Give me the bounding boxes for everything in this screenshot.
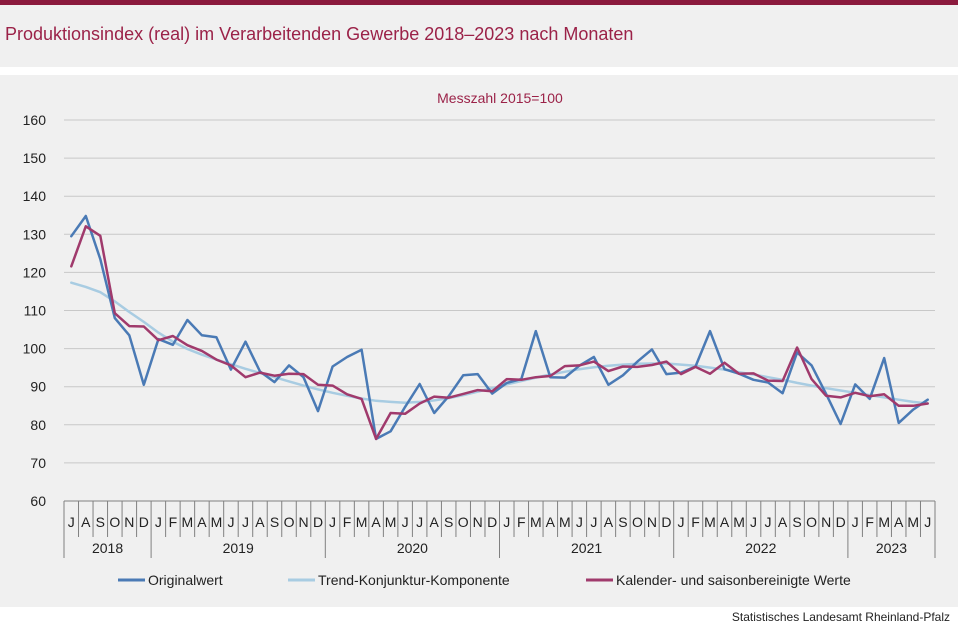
month-label: D	[313, 514, 323, 530]
month-label: A	[430, 514, 440, 530]
year-label: 2020	[397, 540, 428, 556]
chart-title: Messzahl 2015=100	[437, 90, 563, 106]
month-label: J	[503, 514, 510, 530]
year-label: 2022	[745, 540, 776, 556]
y-tick-label: 90	[30, 379, 46, 395]
month-label: J	[852, 514, 859, 530]
y-tick-label: 110	[24, 303, 47, 319]
month-label: S	[618, 514, 627, 530]
month-label: J	[402, 514, 409, 530]
y-tick-label: 80	[30, 417, 46, 433]
month-label: F	[169, 514, 178, 530]
month-label: M	[356, 514, 368, 530]
month-label: A	[546, 514, 556, 530]
month-label: A	[604, 514, 614, 530]
month-label: A	[371, 514, 381, 530]
legend-label: Trend-Konjunktur-Komponente	[318, 572, 510, 588]
y-tick-label: 140	[23, 188, 47, 204]
month-label: S	[270, 514, 279, 530]
month-label: F	[517, 514, 526, 530]
y-tick-label: 100	[23, 341, 47, 357]
month-label: D	[836, 514, 846, 530]
year-label: 2019	[223, 540, 254, 556]
month-label: J	[68, 514, 75, 530]
month-label: A	[894, 514, 904, 530]
month-label: O	[806, 514, 817, 530]
month-label: A	[197, 514, 207, 530]
legend-label: Originalwert	[148, 572, 223, 588]
month-label: S	[96, 514, 105, 530]
month-label: F	[865, 514, 874, 530]
month-label: N	[647, 514, 657, 530]
series-line	[70, 214, 929, 441]
month-label: M	[182, 514, 194, 530]
month-label: M	[530, 514, 542, 530]
month-label: J	[227, 514, 234, 530]
year-label: 2023	[876, 540, 907, 556]
month-label: D	[661, 514, 671, 530]
month-label: A	[778, 514, 788, 530]
month-label: J	[590, 514, 597, 530]
month-label: J	[750, 514, 757, 530]
month-label: A	[720, 514, 730, 530]
month-label: N	[821, 514, 831, 530]
y-tick-label: 160	[23, 112, 47, 128]
month-label: N	[124, 514, 134, 530]
y-tick-label: 130	[23, 226, 47, 242]
month-label: J	[155, 514, 162, 530]
month-label: J	[242, 514, 249, 530]
month-label: J	[677, 514, 684, 530]
month-label: J	[576, 514, 583, 530]
month-label: O	[109, 514, 120, 530]
month-label: O	[458, 514, 469, 530]
y-tick-label: 70	[30, 455, 46, 471]
year-label: 2021	[571, 540, 602, 556]
month-label: N	[298, 514, 308, 530]
page-title: Produktionsindex (real) im Verarbeitende…	[5, 24, 634, 44]
month-label: A	[255, 514, 265, 530]
header: Produktionsindex (real) im Verarbeitende…	[0, 5, 958, 67]
month-label: M	[211, 514, 223, 530]
month-label: N	[473, 514, 483, 530]
month-label: M	[704, 514, 716, 530]
month-label: J	[416, 514, 423, 530]
legend-label: Kalender- und saisonbereinigte Werte	[616, 572, 851, 588]
month-label: M	[385, 514, 397, 530]
source-note: Statistisches Landesamt Rheinland-Pfalz	[731, 610, 950, 624]
month-label: O	[284, 514, 295, 530]
month-label: F	[343, 514, 352, 530]
month-label: M	[733, 514, 745, 530]
month-label: S	[792, 514, 801, 530]
y-tick-label: 120	[23, 264, 47, 280]
month-label: D	[139, 514, 149, 530]
month-label: O	[632, 514, 643, 530]
year-label: 2018	[92, 540, 123, 556]
month-label: M	[559, 514, 571, 530]
series-line	[70, 225, 929, 441]
month-label: J	[329, 514, 336, 530]
month-label: M	[907, 514, 919, 530]
month-label: J	[924, 514, 931, 530]
month-label: S	[444, 514, 453, 530]
month-label: F	[691, 514, 700, 530]
month-label: A	[81, 514, 91, 530]
month-label: D	[487, 514, 497, 530]
y-tick-label: 60	[30, 493, 46, 509]
y-tick-label: 150	[23, 150, 47, 166]
top-accent-bar	[0, 0, 958, 5]
month-label: J	[765, 514, 772, 530]
month-label: M	[878, 514, 890, 530]
